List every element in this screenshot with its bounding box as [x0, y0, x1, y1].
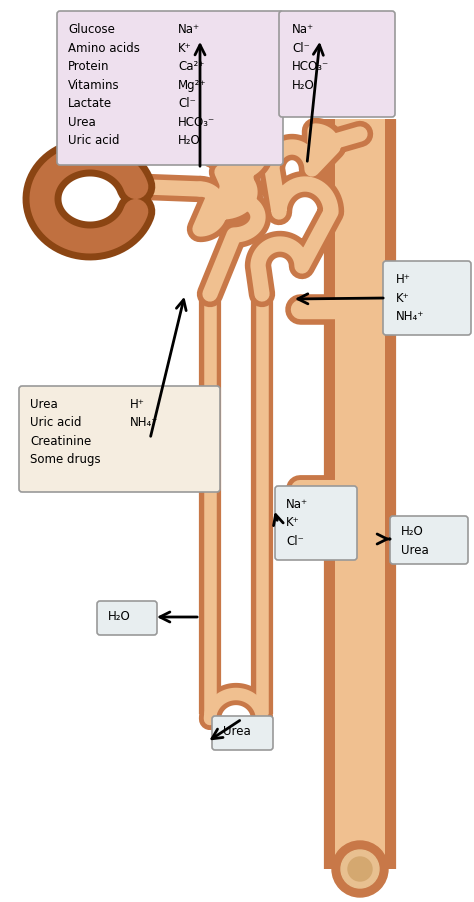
Text: H₂O: H₂O — [108, 610, 131, 622]
Text: H₂O
Urea: H₂O Urea — [401, 524, 429, 556]
FancyBboxPatch shape — [97, 602, 157, 635]
Text: Glucose
Amino acids
Protein
Vitamins
Lactate
Urea
Uric acid: Glucose Amino acids Protein Vitamins Lac… — [68, 23, 140, 147]
Text: Urea: Urea — [223, 724, 251, 737]
Text: Na⁺
K⁺
Ca²⁺
Mg²⁺
Cl⁻
HCO₃⁻
H₂O: Na⁺ K⁺ Ca²⁺ Mg²⁺ Cl⁻ HCO₃⁻ H₂O — [178, 23, 215, 147]
Text: H⁺
K⁺
NH₄⁺: H⁺ K⁺ NH₄⁺ — [396, 272, 424, 323]
Circle shape — [332, 841, 388, 897]
FancyBboxPatch shape — [275, 486, 357, 560]
FancyBboxPatch shape — [279, 12, 395, 118]
Text: Na⁺
K⁺
Cl⁻: Na⁺ K⁺ Cl⁻ — [286, 497, 308, 548]
FancyBboxPatch shape — [383, 262, 471, 336]
Text: H⁺
NH₄⁺: H⁺ NH₄⁺ — [130, 398, 158, 429]
Circle shape — [348, 857, 372, 881]
FancyBboxPatch shape — [390, 517, 468, 565]
Text: Na⁺
Cl⁻
HCO₃⁻
H₂O: Na⁺ Cl⁻ HCO₃⁻ H₂O — [292, 23, 329, 91]
Circle shape — [341, 850, 379, 888]
FancyBboxPatch shape — [57, 12, 283, 166]
FancyBboxPatch shape — [19, 387, 220, 492]
Text: Urea
Uric acid
Creatinine
Some drugs: Urea Uric acid Creatinine Some drugs — [30, 398, 100, 466]
FancyBboxPatch shape — [212, 716, 273, 750]
